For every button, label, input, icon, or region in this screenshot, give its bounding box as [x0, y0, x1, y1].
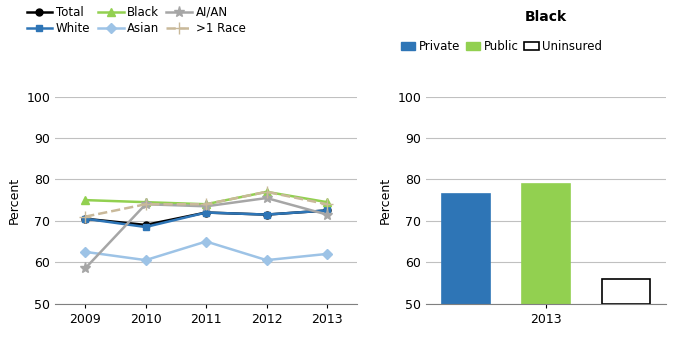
- Black: [142, 200, 150, 204]
- AI/AN: [81, 266, 89, 270]
- White: [81, 217, 89, 221]
- Total: [323, 208, 331, 213]
- Asian: [262, 258, 271, 262]
- >1 Race: [202, 202, 210, 206]
- Asian: [202, 239, 210, 244]
- Total: [202, 210, 210, 215]
- Bar: [602, 279, 651, 304]
- White: [323, 208, 331, 213]
- >1 Race: [323, 202, 331, 206]
- Line: Asian: Asian: [82, 238, 330, 264]
- Asian: [142, 258, 150, 262]
- Y-axis label: Percent: Percent: [8, 177, 21, 224]
- AI/AN: [323, 213, 331, 217]
- >1 Race: [142, 202, 150, 206]
- Total: [142, 223, 150, 227]
- AI/AN: [202, 204, 210, 208]
- AI/AN: [142, 202, 150, 206]
- AI/AN: [262, 196, 271, 200]
- Legend: Private, Public, Uninsured: Private, Public, Uninsured: [401, 40, 602, 53]
- White: [142, 225, 150, 229]
- >1 Race: [262, 190, 271, 194]
- Black: [262, 190, 271, 194]
- White: [202, 210, 210, 215]
- Line: AI/AN: AI/AN: [80, 193, 333, 274]
- Line: Black: Black: [81, 188, 331, 208]
- Line: Total: Total: [82, 207, 330, 228]
- Black: [323, 200, 331, 204]
- Asian: [323, 252, 331, 256]
- White: [262, 213, 271, 217]
- Asian: [81, 250, 89, 254]
- Line: White: White: [82, 207, 330, 230]
- Line: >1 Race: >1 Race: [80, 186, 333, 222]
- Total: [262, 213, 271, 217]
- Black: [81, 198, 89, 202]
- Bar: [522, 184, 570, 304]
- Black: [202, 202, 210, 206]
- Text: Black: Black: [525, 10, 567, 24]
- Legend: Total, White, Black, Asian, AI/AN, >1 Race: Total, White, Black, Asian, AI/AN, >1 Ra…: [27, 6, 246, 36]
- >1 Race: [81, 215, 89, 219]
- Total: [81, 217, 89, 221]
- Bar: [442, 194, 490, 304]
- Y-axis label: Percent: Percent: [379, 177, 392, 224]
